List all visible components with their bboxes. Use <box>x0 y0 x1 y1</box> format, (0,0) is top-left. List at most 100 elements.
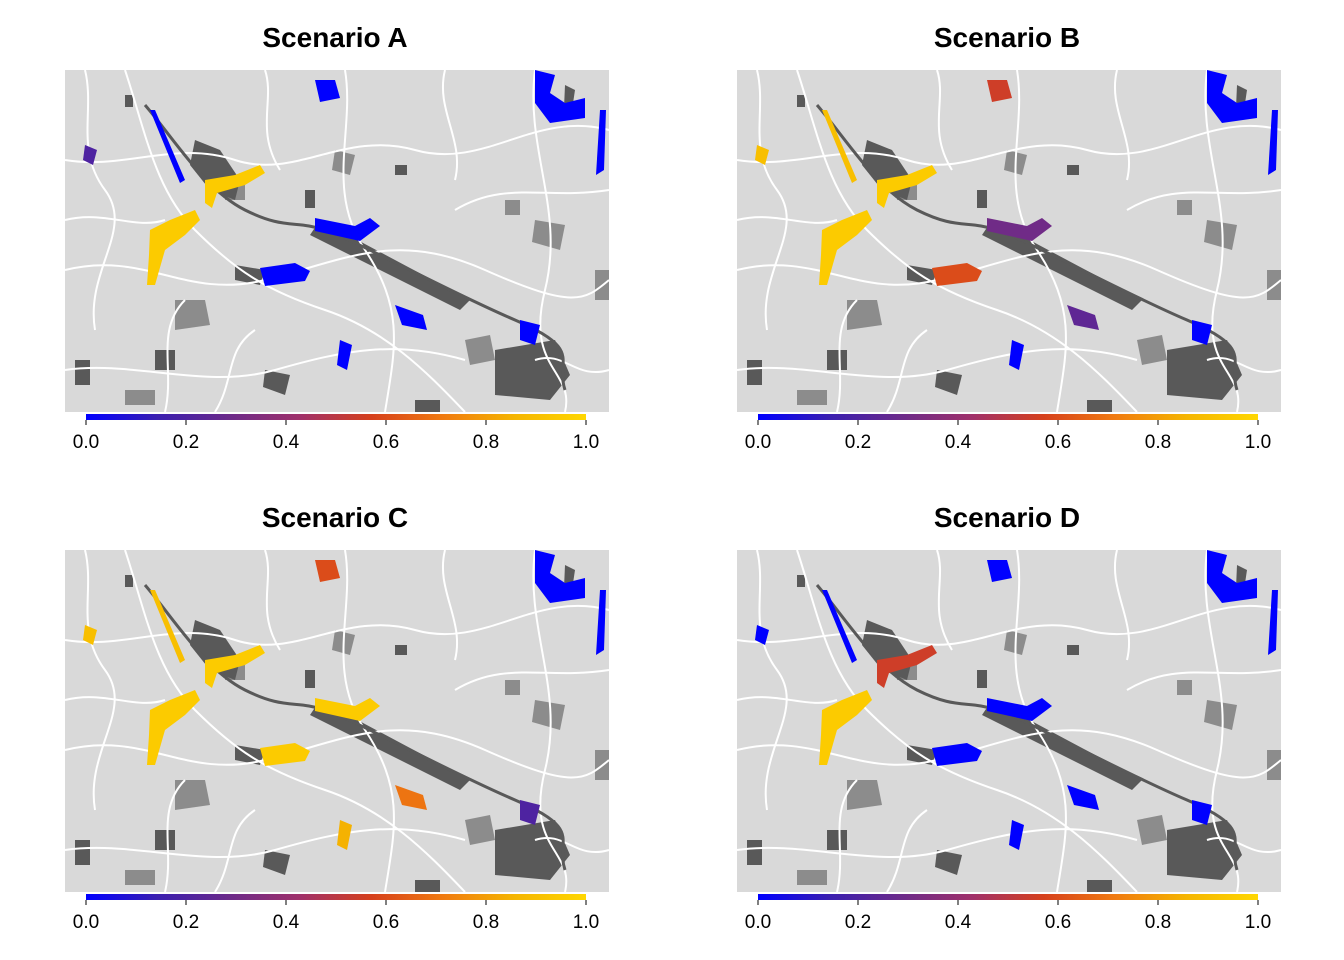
road-line <box>532 549 568 893</box>
road-line <box>736 124 1282 166</box>
landcover-patch-dark <box>935 370 962 395</box>
landcover-patch-dark <box>1067 165 1079 175</box>
landcover-patch-dark <box>977 670 987 688</box>
landcover-patch <box>847 300 882 330</box>
landcover-patch <box>1177 680 1192 695</box>
road-line <box>736 216 838 224</box>
map-frame <box>736 69 1282 413</box>
road-line <box>214 809 256 893</box>
landcover-patch-dark <box>305 670 315 688</box>
road-line <box>214 329 256 413</box>
map-b <box>736 69 1282 425</box>
road-line <box>454 669 610 691</box>
habitat-patch-west-mid <box>147 690 200 765</box>
habitat-patch-center-west <box>932 263 982 286</box>
panel-scenario-a: Scenario A 0.0 0.2 0.4 0.6 0.8 1.0 <box>35 0 635 453</box>
habitat-patch-south-east <box>520 320 540 345</box>
landcover-patch-dark <box>977 190 987 208</box>
habitat-patch-center-river <box>315 698 380 721</box>
tick-2: 0.4 <box>272 432 300 453</box>
tick-2: 0.4 <box>944 432 972 453</box>
landcover-patch <box>1177 200 1192 215</box>
landcover-patch <box>175 300 210 330</box>
habitat-patch-west-river <box>822 110 857 183</box>
habitat-patch-north-top <box>315 560 340 582</box>
road-line <box>64 604 610 646</box>
road-line <box>441 549 459 661</box>
habitat-patch-center-river <box>987 698 1052 721</box>
landcover-patch-dark <box>395 645 407 655</box>
landcover-patch-dark <box>797 95 805 107</box>
habitat-patch-south-mid <box>1009 820 1024 850</box>
habitat-patch-center-west <box>260 743 310 766</box>
road-line <box>936 549 953 651</box>
landcover-patch-dark <box>415 880 440 892</box>
landcover-patch-dark <box>305 190 315 208</box>
panel-title: Scenario C <box>261 502 409 533</box>
road-line <box>84 69 116 331</box>
landcover-patch <box>532 220 565 250</box>
habitat-patch-north-ne <box>1207 550 1257 603</box>
road-line <box>1014 549 1067 893</box>
road-line <box>1113 69 1131 181</box>
map-c <box>64 549 610 905</box>
landcover-patch <box>797 870 827 885</box>
habitat-patch-center-south <box>395 305 427 330</box>
habitat-patch-west-river <box>150 590 185 663</box>
tick-0: 0.0 <box>744 432 772 453</box>
landcover-patch <box>465 335 495 365</box>
habitat-patch-south-east <box>520 800 540 825</box>
landcover-patch-dark <box>935 850 962 875</box>
habitat-patch-west-mid <box>819 210 872 285</box>
landcover-patch-dark <box>395 165 407 175</box>
landcover-patch <box>1137 335 1167 365</box>
tick-3: 0.6 <box>1044 432 1072 453</box>
landcover-patch-dark <box>827 350 847 370</box>
road-line <box>736 828 1138 859</box>
habitat-patch-west-upper <box>83 625 97 645</box>
road-line <box>736 348 1138 379</box>
tick-5: 1.0 <box>572 912 600 933</box>
habitat-patch-nw-branch <box>877 165 937 208</box>
colorbar <box>86 414 586 420</box>
road-line <box>164 779 186 893</box>
landcover-patch-dark <box>982 220 1142 310</box>
tick-2: 0.4 <box>944 912 972 933</box>
landcover-patch <box>1137 815 1167 845</box>
habitat-patch-west-mid <box>147 210 200 285</box>
landcover-patch-dark <box>1087 400 1112 412</box>
map-a <box>64 69 610 425</box>
road-line <box>64 216 166 224</box>
road-line <box>736 696 838 704</box>
landcover-patch-dark <box>125 575 133 587</box>
habitat-patch-nw-branch <box>205 165 265 208</box>
map-frame <box>64 549 610 893</box>
road-line <box>1126 189 1282 211</box>
habitat-patch-west-mid <box>819 690 872 765</box>
landcover-patch-dark <box>1167 820 1242 880</box>
landcover-patch-dark <box>495 820 570 880</box>
landcover-patch-dark <box>797 575 805 587</box>
habitat-patch-west-upper <box>755 145 769 165</box>
panel-title: Scenario B <box>933 22 1081 53</box>
road-line <box>936 69 953 171</box>
tick-4: 0.8 <box>472 912 500 933</box>
road-line <box>264 69 281 171</box>
habitat-patch-east-right <box>596 590 606 655</box>
landcover-patch-dark <box>1087 880 1112 892</box>
habitat-patch-center-south <box>1067 785 1099 810</box>
habitat-patch-north-ne <box>1207 70 1257 123</box>
tick-1: 0.2 <box>844 912 872 933</box>
landcover-patch <box>125 870 155 885</box>
road-line <box>756 69 788 331</box>
road-line <box>534 837 610 853</box>
landcover-patch-dark <box>747 840 762 865</box>
landcover-patch-dark <box>75 840 90 865</box>
landcover-patch-dark <box>415 400 440 412</box>
road-line <box>1113 549 1131 661</box>
habitat-patch-nw-branch <box>205 645 265 688</box>
habitat-patch-center-south <box>395 785 427 810</box>
map-frame <box>736 549 1282 893</box>
habitat-patch-west-river <box>822 590 857 663</box>
habitat-patch-east-right <box>596 110 606 175</box>
